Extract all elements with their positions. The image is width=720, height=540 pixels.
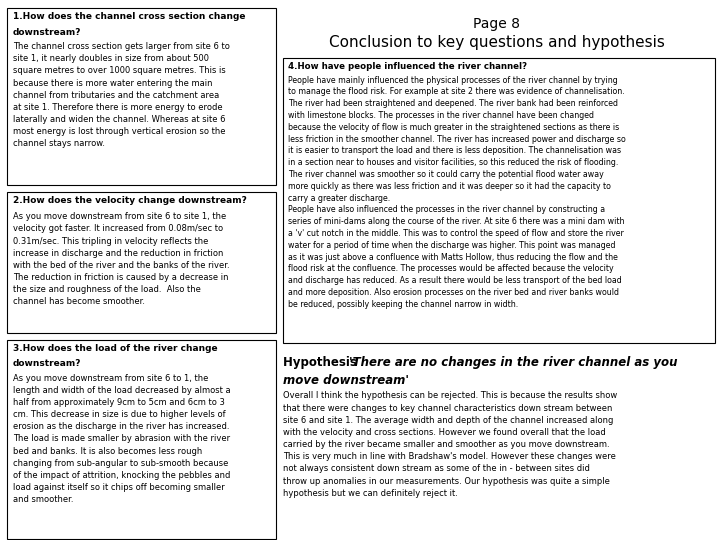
Text: The channel cross section gets larger from site 6 to
site 1, it nearly doubles i: The channel cross section gets larger fr… — [13, 42, 230, 148]
Bar — [7, 8, 276, 185]
Text: 3.How does the load of the river change: 3.How does the load of the river change — [13, 344, 217, 353]
Text: Overall I think the hypothesis can be rejected. This is because the results show: Overall I think the hypothesis can be re… — [283, 392, 617, 498]
Bar — [283, 58, 715, 343]
Bar — [7, 192, 276, 333]
Text: Conclusion to key questions and hypothesis: Conclusion to key questions and hypothes… — [329, 35, 665, 50]
Text: 4.How have people influenced the river channel?: 4.How have people influenced the river c… — [288, 62, 527, 71]
Text: downstream?: downstream? — [13, 359, 81, 368]
Text: 2.How does the velocity change downstream?: 2.How does the velocity change downstrea… — [13, 196, 247, 205]
Bar — [7, 340, 276, 539]
Text: downstream?: downstream? — [13, 28, 81, 37]
Text: Hypothesis: Hypothesis — [283, 356, 361, 369]
Text: As you move downstream from site 6 to site 1, the
velocity got faster. It increa: As you move downstream from site 6 to si… — [13, 212, 230, 306]
Text: People have mainly influenced the physical processes of the river channel by try: People have mainly influenced the physic… — [288, 76, 626, 309]
Text: As you move downstream from site 6 to 1, the
length and width of the load decrea: As you move downstream from site 6 to 1,… — [13, 374, 230, 504]
Text: 'There are no changes in the river channel as you: 'There are no changes in the river chann… — [349, 356, 678, 369]
Text: 1.How does the channel cross section change: 1.How does the channel cross section cha… — [13, 12, 246, 22]
Text: move downstream': move downstream' — [283, 374, 409, 387]
Text: Page 8: Page 8 — [473, 17, 521, 31]
